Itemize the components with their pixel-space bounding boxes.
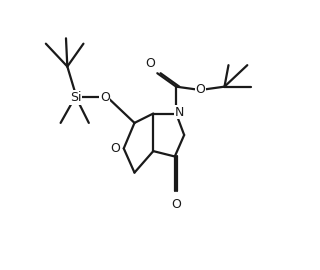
Text: N: N <box>175 106 184 119</box>
Text: Si: Si <box>70 91 81 104</box>
Text: O: O <box>146 57 156 70</box>
Text: O: O <box>195 83 205 96</box>
Text: O: O <box>111 142 121 155</box>
Text: O: O <box>171 198 181 211</box>
Text: O: O <box>100 91 110 104</box>
